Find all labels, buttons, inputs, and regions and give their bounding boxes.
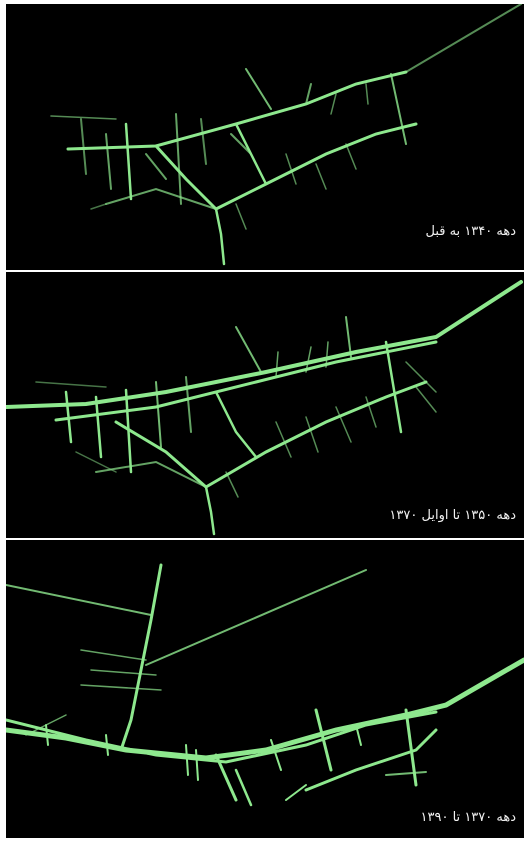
road-network-1 xyxy=(50,4,522,266)
map-panel-2: دهه ۱۳۵۰ تا اوایل ۱۳۷۰ xyxy=(6,272,524,538)
panel-1-caption: دهه ۱۳۴۰ به قبل xyxy=(425,224,516,239)
road-network-2 xyxy=(6,280,523,536)
map-panel-3: دهه ۱۳۷۰ تا ۱۳۹۰ xyxy=(6,540,524,838)
map-panel-1: دهه ۱۳۴۰ به قبل xyxy=(6,4,524,270)
panel-2-caption: دهه ۱۳۵۰ تا اوایل ۱۳۷۰ xyxy=(389,508,516,523)
panel-3-caption: دهه ۱۳۷۰ تا ۱۳۹۰ xyxy=(420,810,516,825)
road-network-3 xyxy=(6,563,524,807)
